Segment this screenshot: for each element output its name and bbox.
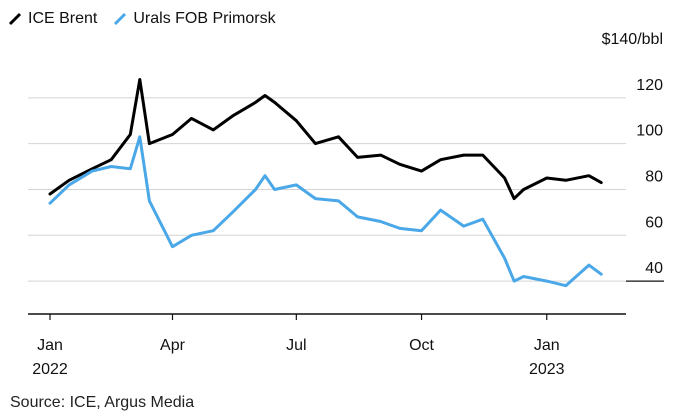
legend: ICE Brent Urals FOB Primorsk [8,6,276,32]
legend-swatch-icon [113,12,127,26]
y-tick-label: 100 [636,123,663,140]
legend-item-ice-brent: ICE Brent [8,10,97,28]
legend-label: Urals FOB Primorsk [133,10,276,27]
legend-label: ICE Brent [28,10,98,27]
series-line-ice-brent [48,78,603,201]
x-tick-label: Jan [37,337,63,354]
y-tick-label: 60 [645,214,663,231]
x-tick-label: Oct [409,337,434,354]
series-line-urals-fob-primorsk [48,135,603,288]
x-tick-label: Jan [534,337,560,354]
legend-item-urals: Urals FOB Primorsk [113,10,276,28]
y-tick-label: $140/bbl [602,31,663,48]
source-note: Source: ICE, Argus Media [10,394,195,411]
x-tick-sublabel: 2023 [529,361,565,378]
legend-swatch-icon [8,12,22,26]
x-tick-label: Jul [286,337,306,354]
x-tick-sublabel: 2022 [32,361,68,378]
y-tick-label: 80 [645,168,663,185]
y-tick-label: 120 [636,77,663,94]
x-tick-label: Apr [160,337,186,354]
y-tick-label: 40 [645,260,663,277]
